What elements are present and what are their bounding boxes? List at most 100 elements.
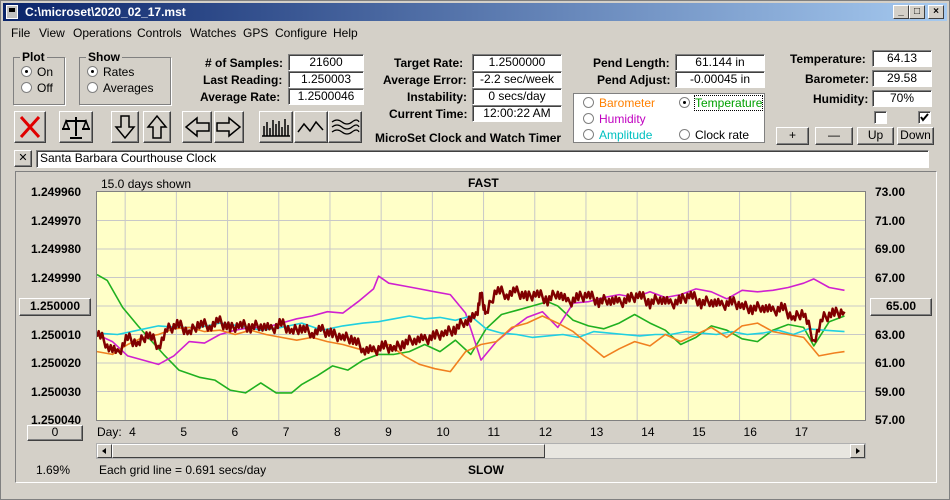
show-group: Show bbox=[79, 50, 171, 105]
x-axis-tick-label: 7 bbox=[282, 425, 290, 439]
menu-bar: File View Operations Controls Watches GP… bbox=[3, 23, 947, 43]
show-group-title: Show bbox=[86, 50, 122, 64]
target-rate-value: 1.2500000 bbox=[472, 54, 562, 71]
barometer-value: 29.58 bbox=[872, 70, 932, 87]
wave-plot-button[interactable] bbox=[294, 111, 328, 143]
plus-button[interactable]: + bbox=[776, 127, 809, 145]
x-axis-tick-label: 15 bbox=[692, 425, 706, 439]
chart-panel bbox=[15, 171, 937, 483]
series-clock-rate-radio[interactable]: Clock rate bbox=[679, 128, 749, 142]
scroll-left-button[interactable] bbox=[97, 444, 112, 458]
menu-gps[interactable]: GPS bbox=[243, 26, 269, 40]
pend-adjust-value: -0.00045 in bbox=[675, 71, 765, 88]
series-clock-rate-label: Clock rate bbox=[695, 128, 750, 142]
series-line-temperature bbox=[96, 273, 845, 394]
arrow-down-icon bbox=[114, 115, 136, 140]
minimize-button[interactable]: _ bbox=[893, 5, 909, 19]
show-averages-label: Averages bbox=[103, 81, 154, 95]
x-axis-tick-label: 8 bbox=[333, 425, 341, 439]
current-time-value: 12:00:22 AM bbox=[472, 105, 562, 122]
right-axis-tick-label: 59.00 bbox=[875, 384, 906, 399]
series-humidity-radio[interactable]: Humidity bbox=[583, 112, 646, 126]
scroll-left-arrow-icon bbox=[102, 448, 106, 454]
move-up-button[interactable] bbox=[143, 111, 171, 143]
move-left-button[interactable] bbox=[182, 111, 212, 143]
balance-scale-icon bbox=[61, 117, 91, 139]
minus-button[interactable]: — bbox=[815, 127, 853, 145]
left-center-value-button[interactable]: 1.250000 bbox=[19, 298, 91, 316]
multi-wave-plot-button[interactable] bbox=[328, 111, 362, 143]
show-rates-radio[interactable]: Rates bbox=[87, 65, 134, 79]
move-right-button[interactable] bbox=[214, 111, 244, 143]
series-amplitude-radio[interactable]: Amplitude bbox=[583, 128, 652, 142]
x-axis-tick-label: 4 bbox=[129, 425, 136, 439]
average-rate-label: Average Rate: bbox=[200, 90, 281, 104]
x-axis-tick-label: 16 bbox=[743, 425, 757, 439]
clear-description-button[interactable]: ✕ bbox=[14, 150, 32, 167]
menu-file[interactable]: File bbox=[11, 26, 31, 40]
left-offset-button[interactable]: 0 bbox=[27, 425, 83, 441]
left-axis-tick-label: 1.250040 bbox=[31, 413, 82, 427]
menu-controls[interactable]: Controls bbox=[137, 26, 182, 40]
left-checkbox[interactable] bbox=[874, 111, 887, 124]
temperature-label: Temperature: bbox=[790, 52, 866, 66]
right-axis-tick-label: 71.00 bbox=[875, 213, 906, 228]
x-axis-tick-label: 13 bbox=[589, 425, 604, 439]
x-axis-tick-label: 9 bbox=[385, 425, 392, 439]
plot-area[interactable] bbox=[95, 191, 866, 421]
menu-configure[interactable]: Configure bbox=[275, 26, 328, 40]
left-axis-tick-label: 1.250030 bbox=[31, 384, 82, 399]
scroll-right-button[interactable] bbox=[850, 444, 865, 458]
scroll-thumb[interactable] bbox=[112, 444, 545, 458]
fast-label: FAST bbox=[468, 176, 499, 190]
up-button[interactable]: Up bbox=[857, 127, 894, 145]
plot-off-label: Off bbox=[37, 81, 53, 95]
radio-selected-icon bbox=[87, 66, 98, 77]
arrow-right-icon bbox=[216, 116, 242, 138]
x-axis-tick-label: 14 bbox=[641, 425, 655, 439]
x-axis-tick-label: 6 bbox=[231, 425, 239, 439]
percent-readout: 1.69% bbox=[36, 463, 71, 477]
checkmark-icon bbox=[920, 113, 929, 122]
series-temperature-radio[interactable]: Temperature bbox=[679, 95, 764, 111]
title-bar[interactable]: C:\microset\2020_02_17.mst _ □ × bbox=[3, 3, 947, 21]
right-axis-tick-label: 73.00 bbox=[875, 185, 906, 199]
right-axis-tick-label: 61.00 bbox=[875, 356, 906, 370]
horizontal-scrollbar[interactable] bbox=[96, 443, 866, 459]
app-icon[interactable] bbox=[6, 5, 18, 19]
show-rates-label: Rates bbox=[103, 65, 135, 79]
bar-plot-button[interactable] bbox=[259, 111, 293, 143]
grid-note: Each grid line = 0.691 secs/day bbox=[99, 463, 267, 477]
menu-watches[interactable]: Watches bbox=[190, 26, 237, 40]
close-window-button[interactable]: × bbox=[928, 5, 944, 19]
description-input[interactable]: Santa Barbara Courthouse Clock bbox=[36, 150, 929, 168]
series-selector bbox=[573, 93, 765, 143]
menu-help[interactable]: Help bbox=[333, 26, 358, 40]
series-barometer-radio[interactable]: Barometer bbox=[583, 96, 655, 110]
right-checkbox[interactable] bbox=[918, 111, 931, 124]
maximize-button[interactable]: □ bbox=[909, 5, 925, 19]
right-axis-tick-label: 57.00 bbox=[875, 413, 906, 427]
move-down-button[interactable] bbox=[111, 111, 139, 143]
show-averages-radio[interactable]: Averages bbox=[87, 81, 153, 95]
slow-label: SLOW bbox=[468, 463, 504, 477]
down-button[interactable]: Down bbox=[897, 127, 934, 145]
plot-on-radio[interactable]: On bbox=[21, 65, 53, 79]
menu-view[interactable]: View bbox=[39, 26, 65, 40]
menu-operations[interactable]: Operations bbox=[73, 26, 132, 40]
arrow-left-icon bbox=[184, 116, 210, 138]
radio-empty-icon bbox=[583, 97, 594, 108]
right-center-value-button[interactable]: 65.00 bbox=[870, 298, 932, 316]
samples-value: 21600 bbox=[288, 54, 364, 71]
left-axis-tick-label: 1.250010 bbox=[31, 327, 82, 342]
plot-off-radio[interactable]: Off bbox=[21, 81, 53, 95]
balance-button[interactable] bbox=[59, 111, 93, 143]
x-axis-tick-label: 10 bbox=[436, 425, 450, 439]
last-reading-label: Last Reading: bbox=[203, 73, 283, 87]
temperature-value: 64.13 bbox=[872, 50, 932, 67]
radio-empty-icon bbox=[583, 113, 594, 124]
delete-button[interactable] bbox=[14, 111, 46, 143]
series-line-clock-rate bbox=[95, 285, 846, 357]
wave-plot-icon bbox=[297, 120, 324, 133]
